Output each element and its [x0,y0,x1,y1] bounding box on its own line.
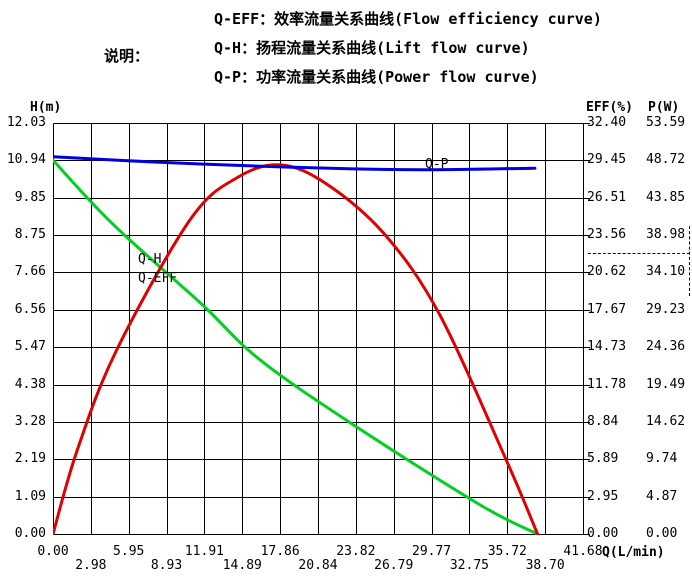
eff-axis-label: 2.95 [587,488,619,504]
curve-label-q-h: Q-H [138,252,161,267]
h-axis-label: 8.75 [14,227,46,243]
eff-axis-label: 23.56 [587,227,627,243]
power-axis-label: 9.74 [646,451,678,467]
power-axis-label: 14.62 [646,413,686,429]
eff-axis-label: 5.89 [587,451,619,467]
eff-axis-label: 32.40 [587,115,627,130]
eff-axis-label: 26.51 [587,189,627,205]
curve-label-q-eff: Q-EFF [138,271,177,286]
q-axis-label: 8.93 [150,558,183,573]
h-axis-label: 0.00 [14,526,46,541]
h-axis-label: 6.56 [14,301,46,317]
h-axis-label: 7.66 [14,264,46,280]
power-axis-label: 34.10 [646,264,686,280]
q-axis-label: 32.75 [449,558,489,573]
q-axis-label: 38.70 [525,558,565,573]
curve-q-eff [53,163,539,535]
x-axis-title: Q(L/min) [602,545,665,560]
legend-title: 说明： [104,47,150,65]
q-axis-label: 11.91 [184,544,224,559]
curve-q-p [53,155,537,172]
q-axis-label: 29.77 [411,544,452,559]
power-axis-label: 19.49 [646,376,686,392]
h-axis-label: 10.94 [6,152,46,168]
eff-axis-label: 8.84 [587,413,619,429]
curve-label-q-p: Q-P [425,157,449,172]
eff-axis-label: 29.45 [587,152,627,168]
power-axis-label: 48.72 [646,152,686,168]
q-axis-label: 23.82 [336,544,376,559]
legend-line-qp: Q-P：功率流量关系曲线(Power flow curve) [214,68,539,86]
left-axis-title: H(m) [30,100,62,115]
power-axis-label: 53.59 [646,115,686,130]
eff-axis-title: EFF(%) [586,100,633,115]
marker-dashed-horizontal [588,253,690,254]
plot-area[interactable]: Q-H Q-EFF Q-P [53,123,593,535]
curve-q-h [53,158,539,535]
eff-axis-label: 11.78 [587,376,627,392]
eff-axis-label: 17.67 [587,301,627,317]
h-axis-label: 3.28 [14,413,46,429]
q-axis-label: 26.79 [374,558,414,573]
q-axis-label: 35.72 [487,544,527,559]
q-axis-label: 17.86 [260,544,300,559]
q-axis-label: 41.68 [563,544,603,559]
power-axis-title: P(W) [648,100,680,115]
h-axis-label: 12.03 [6,115,46,130]
h-axis-label: 1.09 [14,488,46,504]
power-axis-label: 4.87 [646,488,678,504]
eff-axis-label: 0.00 [587,526,619,541]
q-axis-label: 0.00 [37,544,69,559]
q-axis-label: 2.98 [75,558,107,573]
power-axis-label: 24.36 [646,339,686,355]
legend-line-qh: Q-H：扬程流量关系曲线(Lift flow curve) [214,39,530,57]
legend-line-qeff: Q-EFF：效率流量关系曲线(Flow efficiency curve) [214,10,602,28]
power-axis-label: 38.98 [646,227,686,243]
q-axis-label: 20.84 [298,558,338,573]
marker-dashed-vertical [689,226,690,296]
q-axis-label: 5.95 [113,544,145,559]
eff-axis-label: 14.73 [587,339,627,355]
power-axis-label: 43.85 [646,189,686,205]
q-axis-label: 14.89 [222,558,262,573]
legend: Q-EFF：效率流量关系曲线(Flow efficiency curve) Q-… [214,5,602,92]
power-axis-label: 29.23 [646,301,686,317]
h-axis-label: 2.19 [14,451,46,467]
eff-axis-label: 20.62 [587,264,627,280]
h-axis-label: 9.85 [14,189,46,205]
h-axis-label: 4.38 [14,376,46,392]
h-axis-label: 5.47 [14,339,46,355]
power-axis-label: 0.00 [646,526,678,541]
